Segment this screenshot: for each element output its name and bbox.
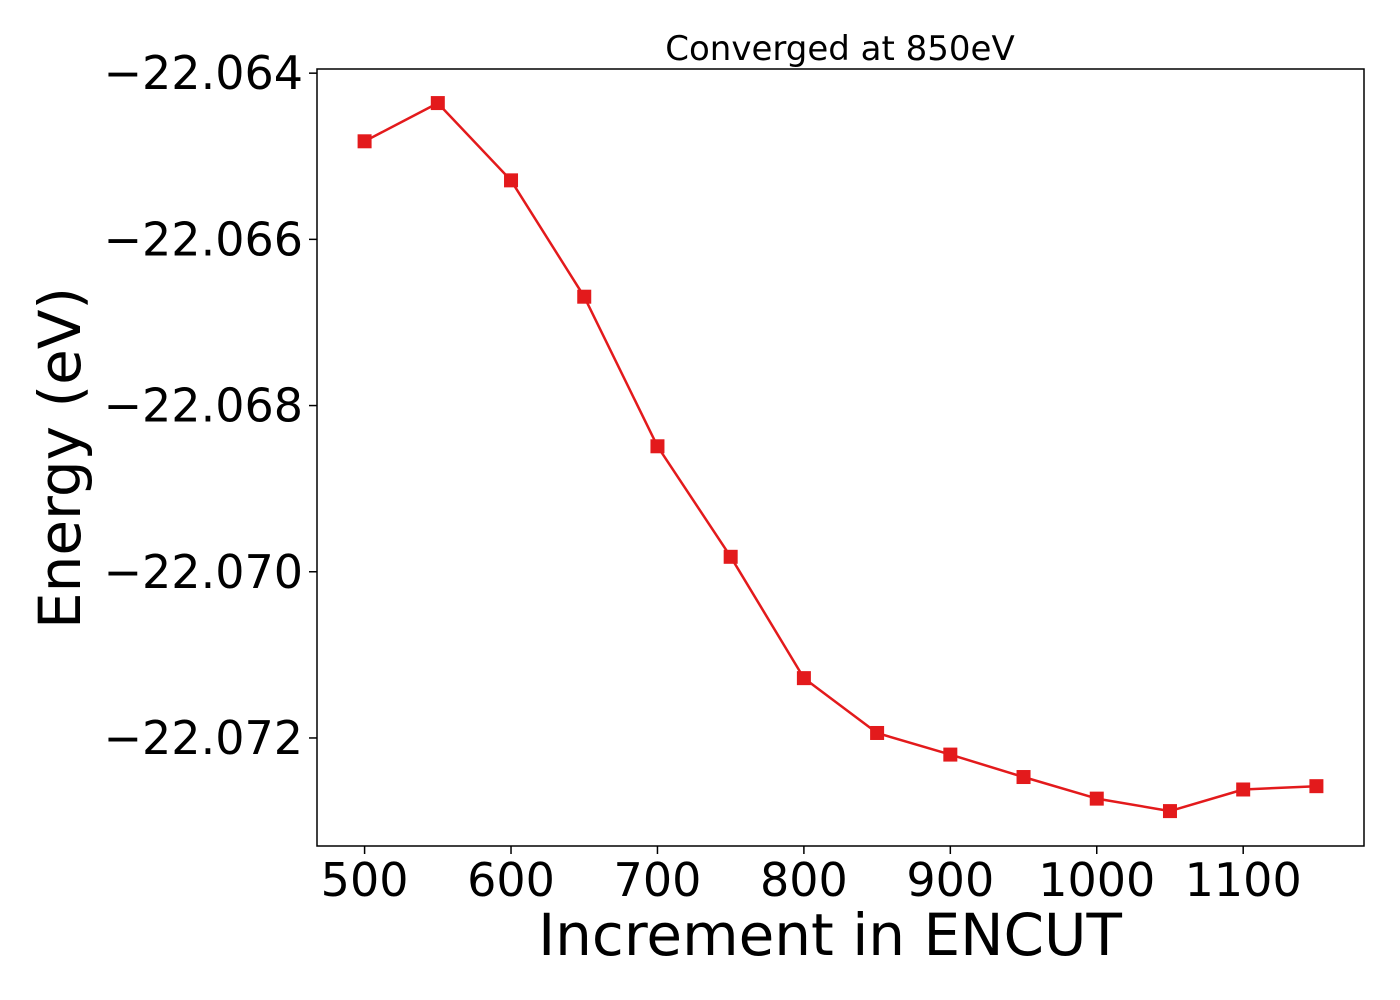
y-tick-label: −22.066 xyxy=(104,212,304,266)
x-tick-label: 500 xyxy=(321,853,409,907)
y-tick-label: −22.070 xyxy=(104,545,304,599)
data-point xyxy=(430,96,445,111)
x-tick-label: 1000 xyxy=(1038,853,1155,907)
data-point xyxy=(796,671,811,686)
x-axis-label: Increment in ENCUT xyxy=(538,901,1122,969)
x-tick-label: 1100 xyxy=(1185,853,1302,907)
data-point xyxy=(1089,791,1104,806)
data-point xyxy=(577,289,592,304)
data-point xyxy=(650,439,665,454)
y-tick-label: −22.064 xyxy=(104,46,304,100)
data-point xyxy=(1309,779,1324,794)
x-tick-label: 900 xyxy=(906,853,994,907)
data-point xyxy=(1236,782,1251,797)
plot-frame xyxy=(316,68,1365,847)
data-point xyxy=(1162,804,1177,819)
x-tick-label: 800 xyxy=(760,853,848,907)
x-tick-label: 700 xyxy=(614,853,702,907)
data-point xyxy=(1016,770,1031,785)
data-point xyxy=(870,725,885,740)
chart-title: Converged at 850eV xyxy=(665,29,1014,69)
x-tick-label: 600 xyxy=(467,853,555,907)
data-point xyxy=(943,747,958,762)
y-axis-label: Energy (eV) xyxy=(26,287,94,629)
data-point xyxy=(723,549,738,564)
data-point xyxy=(357,134,372,149)
series-line xyxy=(364,101,1317,813)
plot-area: 500 600 700 800 900 1000 1100 −22.064 −22.066 −22… xyxy=(104,46,1365,907)
y-tick-label: −22.068 xyxy=(104,379,304,433)
y-tick-label: −22.072 xyxy=(104,711,304,765)
data-point xyxy=(504,173,519,188)
